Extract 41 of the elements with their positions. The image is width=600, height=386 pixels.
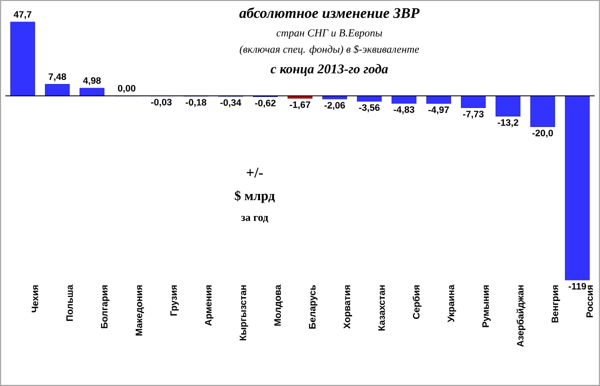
x-tick-label: Македония xyxy=(136,285,144,336)
data-label: -20,0 xyxy=(532,130,553,138)
text: стран СНГ и В.Европы xyxy=(276,29,382,39)
data-label: -1,67 xyxy=(290,101,310,110)
data-label: -0,34 xyxy=(220,99,242,108)
data-label: -119 xyxy=(568,282,586,290)
x-tick-label: Сербия xyxy=(412,285,422,319)
data-label: -3,56 xyxy=(359,104,380,112)
data-label: -2,06 xyxy=(324,102,345,110)
data-label: -0,62 xyxy=(255,100,276,108)
x-tick-label: Украина xyxy=(448,284,456,322)
x-tick-label: Россия xyxy=(586,285,593,318)
data-label: -0,18 xyxy=(186,99,206,107)
x-tick-label: Кыргызстан xyxy=(240,285,248,340)
data-label: -0,03 xyxy=(151,98,172,107)
x-tick-label: Казахстан xyxy=(378,285,385,330)
annotation: +/- xyxy=(246,168,263,178)
x-tick-label: Армения xyxy=(205,285,214,326)
data-label: 4,98 xyxy=(83,77,101,86)
x-tick-label: Беларусь xyxy=(309,285,318,329)
annotation: $ млрд xyxy=(234,190,275,203)
x-tick-label: Румыния xyxy=(482,285,491,328)
data-label: -13,2 xyxy=(498,119,518,128)
data-label: -4,83 xyxy=(394,106,414,114)
x-tick-label: Азербайджан xyxy=(516,285,526,347)
x-tick-label: Грузия xyxy=(170,285,179,316)
x-tick-label: Венгрия xyxy=(552,285,560,322)
annotation: с конца 2013-го года xyxy=(270,64,388,76)
chart-title: абсолютное изменение ЗВР xyxy=(239,7,420,18)
x-tick-label: Болгария xyxy=(101,285,110,328)
data-label: -7,73 xyxy=(463,110,484,119)
annotation: за год xyxy=(241,216,268,223)
data-label: 7,48 xyxy=(48,73,66,82)
x-tick-label: Чехия xyxy=(32,285,38,312)
data-label: 0,00 xyxy=(118,84,136,93)
x-tick-label: Хорватия xyxy=(344,285,352,329)
x-tick-label: Молдова xyxy=(274,284,283,326)
annotation: (включая спец. фонды) в $-эквиваленте xyxy=(240,45,420,56)
data-label: 47,7 xyxy=(14,11,32,20)
x-tick-label: Польша xyxy=(66,284,73,321)
data-label: -4,97 xyxy=(428,106,449,114)
